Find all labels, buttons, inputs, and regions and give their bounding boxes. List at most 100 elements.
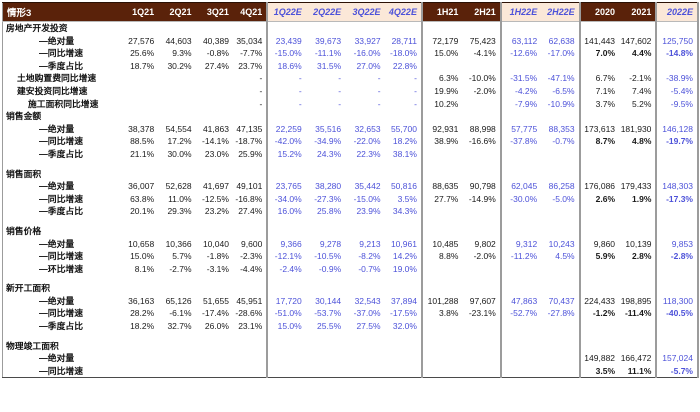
cell (656, 60, 698, 73)
cell: 65,126 (165, 295, 192, 306)
cell: 19.9% (434, 85, 459, 96)
cell (656, 22, 698, 35)
cell: -5.4% (670, 85, 693, 96)
cell: 24.3% (317, 148, 342, 159)
cell: 32.7% (167, 321, 192, 332)
cell: -12.6% (510, 48, 538, 59)
cell (345, 168, 384, 181)
cell (232, 21, 269, 35)
cell: 35,442 (354, 181, 381, 192)
spacer-cell (656, 333, 698, 340)
cell (158, 98, 195, 111)
cell: 166,472 (619, 352, 658, 365)
cell: -34.9% (314, 136, 342, 147)
spacer-cell (580, 161, 619, 168)
cell: 15.0% (130, 251, 155, 262)
cell (306, 225, 345, 238)
cell (501, 205, 541, 218)
cell (158, 365, 195, 378)
cell: 28,711 (384, 34, 423, 48)
table-row: 施工面积同比增速 - - - - -10.2% -7.9% -10.9% 3.7% 5.2% -9.… (3, 97, 699, 111)
table-row: —绝对量 27,576 44,603 40,389 35,034 23,439 39,673… (3, 34, 699, 48)
cell (619, 205, 658, 218)
cell (345, 22, 384, 35)
cell: -42.0% (274, 136, 302, 147)
cell (422, 60, 462, 73)
cell: 23,765 (275, 181, 302, 192)
cell: -18.0% (384, 47, 423, 60)
cell (196, 282, 233, 295)
cell: -4.2% (514, 85, 538, 96)
spacer-cell (122, 275, 158, 282)
table-row: —绝对量 36,007 52,628 41,697 49,101 23,765 38,280… (3, 180, 699, 193)
table-row: 新开工面积 (3, 282, 699, 295)
cell: -7.7% (232, 47, 269, 60)
cell: 39,673 (315, 35, 342, 46)
row-label: —季度占比 (39, 60, 83, 71)
cell: 29.3% (167, 206, 192, 217)
cell (541, 352, 581, 365)
spacer-cell (384, 275, 423, 283)
spacer-cell (422, 275, 462, 282)
cell (462, 21, 502, 35)
spacer-cell (196, 333, 233, 340)
cell: 35,034 (232, 34, 269, 48)
cell: -2.3% (232, 250, 269, 263)
cell: 70,437 (541, 294, 581, 308)
cell (462, 224, 502, 238)
cell (580, 22, 619, 35)
row-label: 销售面积 (6, 168, 42, 179)
cell (619, 339, 658, 353)
row-label: —环比增速 (39, 263, 83, 274)
row-label: —绝对量 (39, 35, 75, 46)
cell (345, 365, 384, 378)
cell (158, 340, 195, 353)
cell: 9,366 (280, 238, 302, 249)
table-row: 土地购置费同比增速 - - - - -6.3% -10.0% -31.5% -47.1% 6.7%… (3, 72, 699, 85)
cell (656, 263, 698, 276)
cell: 10,485 (432, 238, 459, 249)
cell (196, 168, 233, 181)
cell: - (232, 72, 269, 85)
cell (422, 225, 462, 238)
cell (196, 225, 233, 238)
cell (384, 110, 423, 123)
column-header-2Q22E: 2Q22E (305, 2, 346, 22)
cell: -17.3% (666, 193, 693, 204)
spacer-cell (541, 275, 581, 283)
cell: 47,863 (511, 295, 538, 306)
cell: 23.9% (356, 206, 381, 217)
cell: 55,700 (384, 122, 423, 136)
cell: 8.7% (595, 136, 616, 147)
spacer-cell (122, 161, 158, 168)
spacer-cell (384, 332, 423, 340)
cell (158, 282, 195, 295)
cell: 88,998 (462, 122, 502, 136)
cell: -31.5% (510, 73, 538, 84)
cell (541, 110, 581, 123)
cell: 4.8% (619, 135, 658, 148)
cell (306, 340, 345, 353)
cell: - (384, 72, 423, 85)
cell: 15.0% (434, 48, 459, 59)
spacer-cell (306, 275, 345, 282)
cell: 6.3% (439, 73, 459, 84)
table-row: 销售金额 (3, 110, 699, 123)
cell: 32,653 (354, 123, 381, 134)
spacer-cell (267, 218, 305, 225)
spacer-cell (345, 333, 384, 340)
cell: -1.2% (592, 308, 616, 319)
cell: 63,112 (511, 35, 538, 46)
spacer-cell (232, 275, 269, 283)
spacer-cell (656, 161, 698, 168)
cell: 19.0% (384, 262, 423, 276)
spacer-cell (501, 161, 541, 168)
cell (122, 168, 158, 181)
cell (619, 262, 658, 276)
cell (232, 352, 269, 365)
cell: 33,927 (354, 35, 381, 46)
cell: -30.0% (510, 193, 538, 204)
cell: -18.7% (232, 135, 269, 148)
cell (232, 224, 269, 238)
cell: 18.2% (384, 135, 423, 148)
